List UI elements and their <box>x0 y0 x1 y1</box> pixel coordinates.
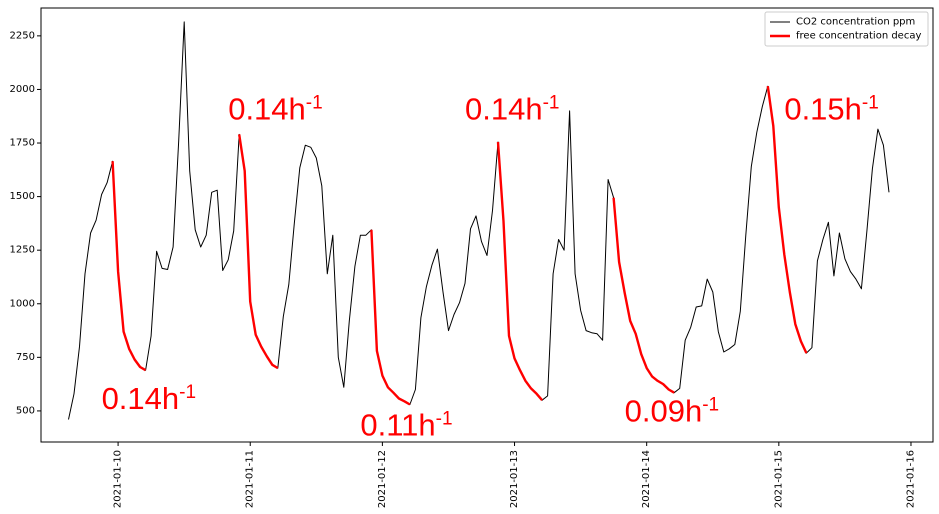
x-tick-label: 2021-01-13 <box>509 450 520 508</box>
y-tick-label: 2250 <box>10 30 35 41</box>
rate-value: 0.11 <box>360 408 418 443</box>
x-tick-label: 2021-01-16 <box>906 450 917 508</box>
rate-exponent: -1 <box>179 382 196 403</box>
rate-exponent: -1 <box>436 409 453 430</box>
y-tick-label: 1000 <box>10 298 35 309</box>
x-tick-label: 2021-01-14 <box>641 450 652 508</box>
rate-value: 0.09 <box>625 394 685 429</box>
rate-unit: h <box>289 91 306 126</box>
decay-rate-annotation: 0.14h-1 <box>465 91 560 126</box>
co2-concentration-line <box>68 21 890 420</box>
decay-rate-annotation: 0.09h-1 <box>625 394 720 429</box>
y-tick-label: 2000 <box>10 84 35 95</box>
x-tick-label: 2021-01-12 <box>377 450 388 508</box>
rate-value: 0.15 <box>784 91 844 126</box>
decay-segment-3 <box>370 229 411 406</box>
decay-segment-4 <box>496 141 544 401</box>
annotations: 0.14h-10.14h-10.11h-10.14h-10.09h-10.15h… <box>102 91 879 442</box>
rate-value: 0.14 <box>465 91 525 126</box>
decay-segment-2 <box>238 134 279 370</box>
rate-unit: h <box>845 91 862 126</box>
x-tick-label: 2021-01-11 <box>245 450 256 508</box>
decay-rate-annotation: 0.14h-1 <box>228 91 323 126</box>
decay-segment-5 <box>612 197 675 394</box>
y-axis: 500 750 1000 1250 1500 1750 2000 2250 <box>10 30 41 416</box>
rate-value: 0.14 <box>102 381 162 416</box>
x-tick-label: 2021-01-15 <box>773 450 784 508</box>
legend-label: CO2 concentration ppm <box>796 17 915 28</box>
decay-segment-1 <box>111 161 147 372</box>
rate-exponent: -1 <box>862 92 879 113</box>
rate-value: 0.14 <box>228 91 288 126</box>
x-tick-label: 2021-01-10 <box>113 450 124 508</box>
y-tick-label: 1500 <box>10 191 35 202</box>
decay-rate-annotation: 0.11h-1 <box>360 408 452 443</box>
legend-label: free concentration decay <box>796 31 921 42</box>
y-tick-label: 750 <box>16 352 35 363</box>
y-tick-label: 500 <box>16 405 35 416</box>
y-tick-label: 1750 <box>10 138 35 149</box>
decay-rate-annotation: 0.15h-1 <box>784 91 879 126</box>
rate-exponent: -1 <box>543 92 560 113</box>
rate-unit: h <box>685 394 702 429</box>
rate-exponent: -1 <box>306 92 323 113</box>
decay-segment-6 <box>766 86 808 354</box>
rate-unit: h <box>162 381 179 416</box>
legend: CO2 concentration ppm free concentration … <box>764 11 929 47</box>
rate-unit: h <box>418 408 435 443</box>
rate-exponent: -1 <box>702 395 719 416</box>
legend-box <box>764 11 929 47</box>
plot-frame <box>40 7 934 443</box>
y-tick-label: 1250 <box>10 245 35 256</box>
x-axis: 2021-01-10 2021-01-11 2021-01-12 2021-01-13… <box>113 442 917 508</box>
plot-marks <box>68 21 890 420</box>
decay-rate-annotation: 0.14h-1 <box>102 381 197 416</box>
rate-unit: h <box>525 91 542 126</box>
